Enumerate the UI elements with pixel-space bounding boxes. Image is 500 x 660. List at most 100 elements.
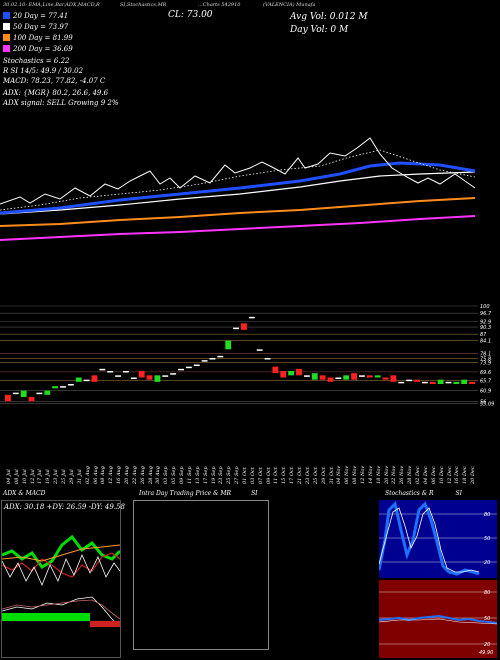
- date-label: 23 Jul: [53, 469, 60, 484]
- rsi-white-line: [378, 618, 498, 625]
- candle: [107, 371, 114, 373]
- adx-plus-line: [2, 534, 120, 569]
- date-label: 18 Nov: [375, 465, 382, 484]
- date-label: 17 Jul: [37, 469, 44, 484]
- candle: [170, 373, 177, 375]
- top-stub-2: SI,Stochastics,MR: [120, 2, 167, 8]
- legend-ma-100: 100 Day = 81.99: [3, 34, 73, 42]
- stoch-tick-80: 80: [484, 512, 490, 518]
- date-label: 27 Sep: [234, 466, 241, 484]
- date-label: 30 Aug: [155, 466, 162, 484]
- date-label: 08 Nov: [352, 465, 359, 484]
- candle: [351, 373, 357, 380]
- candle: [445, 381, 452, 384]
- adx-macd-panel: ADX: 30.18 +DY: 26.59 -DY: 49.58: [1, 500, 125, 658]
- legend-ma-20: 20 Day = 77.41: [3, 12, 68, 20]
- candle: [421, 381, 428, 384]
- stoch-k-line: [377, 501, 480, 576]
- ma-50-line: [0, 171, 476, 215]
- candle: [414, 379, 420, 382]
- price-tick-label: 75.8: [480, 356, 491, 362]
- date-label: 12 Nov: [360, 465, 366, 484]
- candle: [36, 392, 43, 395]
- price-tick-label: 90.3: [480, 325, 491, 331]
- date-label: 08 Jul: [13, 469, 20, 484]
- date-label: 23 Sep: [218, 466, 225, 484]
- date-label: 21 Oct: [297, 467, 304, 484]
- candle: [75, 377, 82, 382]
- candle: [248, 316, 255, 319]
- date-label: 12 Jul: [29, 469, 36, 484]
- stochastics-panel: 80 50 20: [377, 500, 497, 578]
- candle: [130, 377, 137, 379]
- date-label: 02 Dec: [415, 466, 422, 484]
- date-label: 26 Nov: [399, 465, 406, 484]
- candle: [201, 360, 208, 362]
- candle: [217, 355, 224, 358]
- adx-value: ADX: {MGR} 80.2, 26.6, 49.6: [3, 89, 109, 97]
- price-tick-label: 60.9: [480, 389, 491, 395]
- rsi-panel: 80 50 20 49.90: [378, 580, 498, 658]
- candle: [406, 379, 413, 382]
- candle: [319, 375, 326, 380]
- date-label: 02 Aug: [84, 466, 91, 484]
- price-tick-label: 96.7: [480, 311, 492, 317]
- candle: [343, 375, 350, 380]
- top-stub-1: 30.02.10: EMA,Line,Bar,ADX,MACD,R: [3, 2, 100, 8]
- candle: [311, 373, 318, 380]
- candle: [256, 349, 263, 351]
- macd-value: MACD: 78.23, 77.82, -4.07 C: [3, 77, 106, 85]
- candles: [5, 316, 475, 402]
- candle: [123, 371, 129, 373]
- candle: [209, 358, 216, 360]
- candle: [335, 377, 342, 379]
- date-label: 17 Sep: [202, 466, 209, 484]
- candle: [453, 381, 460, 384]
- candle: [12, 392, 19, 395]
- date-label: 03 Sep: [163, 466, 170, 484]
- candle: [280, 371, 287, 378]
- price-tick-label: 55.09: [480, 401, 494, 407]
- price-tick-label: 84.1: [480, 338, 491, 344]
- rsi-corner-value: 49.90: [479, 650, 493, 656]
- candle: [225, 340, 232, 350]
- date-label: 11 Oct: [273, 467, 280, 484]
- stochastics-value: Stochastics = 6.22: [3, 57, 70, 65]
- date-label: 22 Nov: [391, 465, 398, 484]
- candle: [374, 375, 381, 378]
- date-label: 25 Sep: [226, 466, 233, 484]
- date-label: 20 Aug: [124, 466, 130, 484]
- adx-stats: ADX: 30.18 +DY: 26.59 -DY: 49.58: [4, 503, 125, 511]
- candle: [390, 375, 397, 382]
- ma-20-line: [0, 161, 476, 215]
- adx-line: [2, 544, 120, 562]
- date-label: 04 Dec: [422, 466, 429, 484]
- rsi-tick-20: 20: [484, 642, 490, 648]
- adx-macd-title: ADX & MACD: [3, 490, 46, 497]
- rsi-line: [378, 614, 498, 624]
- date-label: 12 Dec: [446, 466, 453, 484]
- intraday-panel: [133, 500, 269, 650]
- legend-swatch-icon: [3, 12, 10, 19]
- date-label: 28 Nov: [407, 465, 414, 484]
- date-label: 10 Jul: [21, 469, 28, 484]
- ma-chart: [0, 137, 476, 241]
- date-label: 31 Oct: [328, 467, 335, 484]
- candle: [264, 358, 271, 360]
- date-label: 23 Oct: [304, 467, 311, 484]
- avg-volume: Avg Vol: 0.012 M: [290, 12, 368, 22]
- stochastics-svg: 80 50 20: [377, 501, 497, 576]
- date-label: 29 Oct: [320, 467, 327, 484]
- price-dotted-line: [0, 149, 476, 211]
- date-label: 26 Aug: [139, 466, 146, 484]
- candle: [288, 371, 295, 376]
- ma-100-line: [0, 197, 476, 227]
- adx-macd-svg: [2, 534, 120, 628]
- date-label: 17 Oct: [289, 467, 296, 484]
- candle: [154, 375, 161, 382]
- date-label: 12 Aug: [108, 466, 115, 484]
- date-label: 09 Oct: [265, 467, 272, 484]
- rsi-svg: 80 50 20 49.90: [378, 590, 498, 656]
- candle: [20, 390, 27, 397]
